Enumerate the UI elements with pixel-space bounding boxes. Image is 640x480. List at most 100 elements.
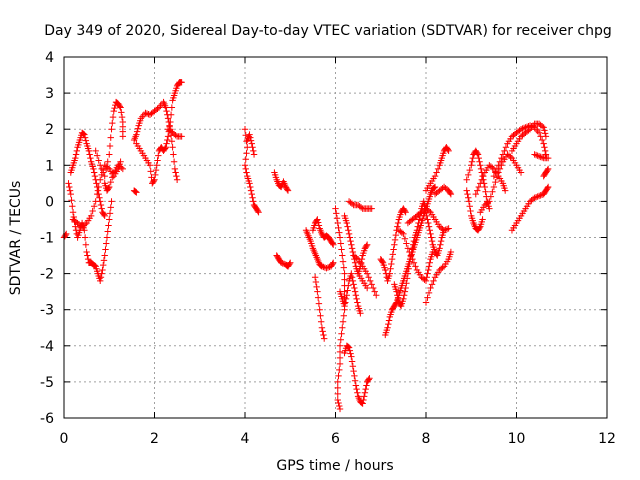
- data-point: [465, 194, 472, 201]
- data-point: [537, 192, 544, 199]
- data-point: [353, 295, 360, 303]
- data-point: [336, 234, 344, 241]
- data-point: [246, 131, 253, 138]
- data-point: [534, 193, 541, 200]
- data-point: [347, 237, 354, 245]
- data-point: [362, 385, 369, 393]
- data-point: [507, 153, 514, 161]
- y-tick-label: -3: [40, 303, 54, 319]
- data-point: [351, 288, 359, 295]
- data-point: [430, 184, 437, 192]
- data-point: [479, 216, 486, 223]
- data-point: [343, 219, 351, 227]
- data-point: [247, 187, 255, 194]
- data-point: [468, 162, 475, 169]
- data-point: [344, 223, 351, 230]
- data-point: [108, 126, 115, 133]
- data-point: [423, 212, 430, 220]
- data-point: [101, 212, 108, 220]
- data-point: [96, 194, 103, 201]
- data-point: [66, 187, 74, 194]
- data-point: [89, 207, 96, 215]
- data-point: [73, 147, 81, 155]
- data-point: [467, 207, 474, 215]
- data-point: [532, 151, 540, 159]
- data-point: [315, 300, 323, 307]
- data-point: [340, 312, 347, 319]
- data-point: [154, 157, 161, 164]
- data-point: [341, 270, 348, 277]
- data-point: [101, 172, 108, 180]
- data-point: [352, 292, 360, 299]
- data-point: [170, 158, 178, 165]
- data-point: [117, 104, 124, 111]
- data-point: [333, 210, 340, 217]
- data-point: [426, 227, 433, 234]
- data-point: [422, 277, 430, 285]
- data-point: [348, 241, 355, 248]
- data-point: [437, 241, 444, 248]
- data-point: [363, 284, 371, 292]
- data-point: [118, 109, 125, 116]
- data-point: [81, 131, 88, 138]
- data-point: [349, 363, 357, 370]
- data-point: [398, 229, 406, 236]
- data-point: [428, 281, 436, 288]
- data-point: [358, 399, 366, 407]
- data-point: [403, 240, 410, 247]
- data-point: [420, 198, 427, 205]
- data-point: [428, 237, 436, 245]
- data-point: [338, 246, 345, 253]
- data-point: [431, 183, 439, 191]
- data-point: [162, 144, 170, 151]
- data-point: [92, 147, 99, 155]
- data-point: [347, 350, 354, 357]
- y-tick-label: 0: [45, 194, 54, 210]
- data-point: [334, 396, 341, 404]
- data-point: [151, 176, 158, 183]
- data-point: [171, 165, 179, 173]
- data-point: [400, 292, 408, 299]
- data-point: [469, 154, 476, 162]
- y-tick-label: 3: [45, 86, 54, 102]
- data-point: [379, 258, 386, 265]
- data-point: [72, 223, 79, 230]
- data-point: [389, 251, 397, 258]
- data-point: [394, 292, 401, 299]
- data-marks: [60, 79, 552, 413]
- data-point: [366, 277, 374, 285]
- data-point: [134, 125, 142, 132]
- data-point: [368, 205, 375, 212]
- data-point: [425, 263, 433, 270]
- data-point: [250, 147, 257, 155]
- data-point: [337, 336, 344, 343]
- data-point: [388, 255, 396, 263]
- data-point: [243, 169, 250, 176]
- data-point: [496, 158, 504, 165]
- data-point: [95, 157, 102, 164]
- y-tick-label: -6: [40, 411, 54, 427]
- data-point: [401, 288, 409, 295]
- data-point: [152, 166, 160, 174]
- data-point: [498, 154, 505, 162]
- x-tick-label: 12: [598, 431, 616, 447]
- data-point: [482, 188, 489, 195]
- data-point: [100, 261, 107, 269]
- data-point: [430, 277, 437, 285]
- data-point: [466, 166, 473, 174]
- data-point: [478, 176, 486, 183]
- data-point: [314, 288, 321, 295]
- data-point: [425, 207, 433, 215]
- data-point: [320, 335, 328, 342]
- data-point: [86, 151, 93, 158]
- data-point: [107, 204, 114, 211]
- data-point: [284, 186, 291, 193]
- data-point: [173, 172, 180, 180]
- data-point: [278, 259, 285, 266]
- data-point: [436, 245, 443, 252]
- data-point: [173, 176, 181, 183]
- data-point: [131, 187, 139, 195]
- data-point: [474, 187, 481, 194]
- chart-title: Day 349 of 2020, Sidereal Day-to-day VTE…: [44, 23, 612, 39]
- data-point: [351, 377, 359, 384]
